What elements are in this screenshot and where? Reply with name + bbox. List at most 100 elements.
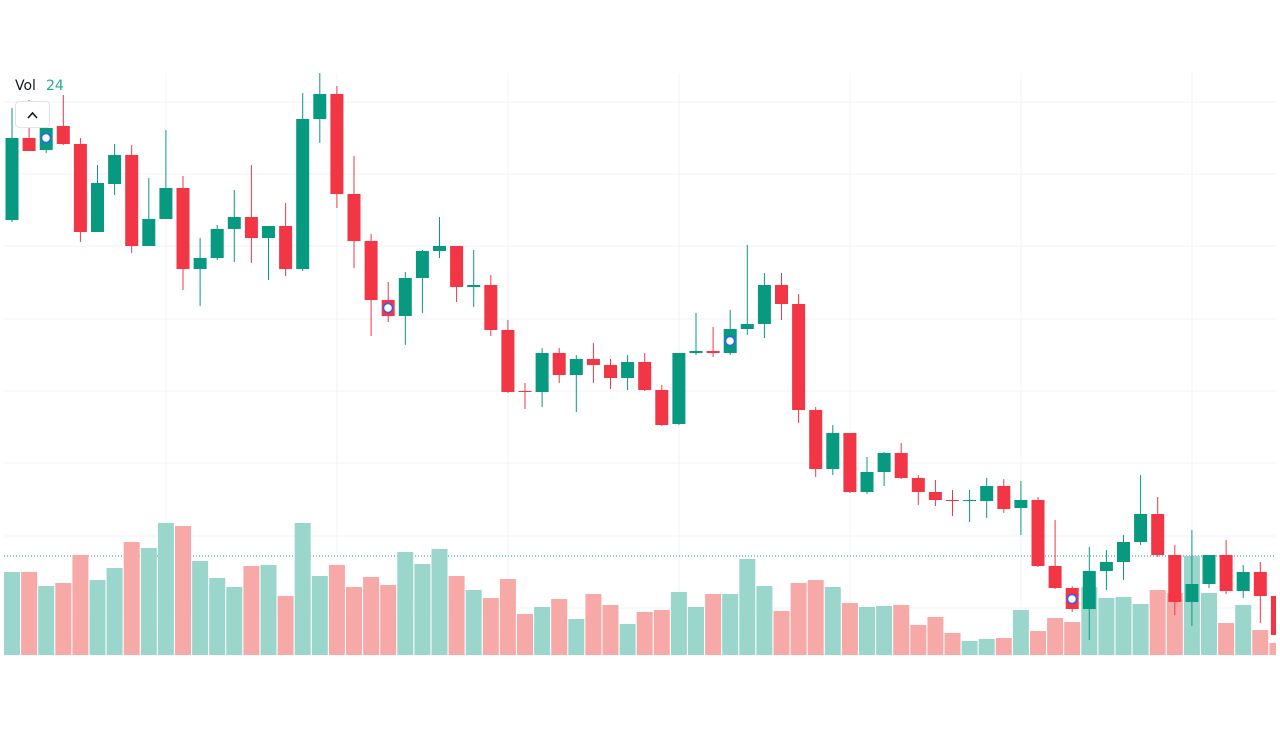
candle-body: [604, 365, 617, 378]
event-marker: [40, 132, 52, 144]
candle-body: [672, 353, 686, 424]
candle-body: [757, 285, 771, 324]
volume-bar: [1218, 623, 1235, 655]
volume-bar: [414, 564, 431, 655]
candle-body: [1219, 555, 1233, 591]
volume-bar: [448, 576, 465, 655]
candle-body: [638, 362, 652, 390]
candle-body: [792, 304, 806, 410]
volume-bar: [739, 559, 756, 655]
volume-bar: [807, 580, 824, 655]
candle-body: [1253, 572, 1267, 596]
candle-body: [1099, 562, 1113, 571]
candle-body: [210, 229, 224, 258]
volume-bar: [688, 607, 704, 655]
volume-bar: [1012, 610, 1029, 655]
volume-bar: [499, 579, 516, 655]
volume-bar: [397, 552, 414, 655]
candle-body: [1270, 596, 1276, 635]
candle-body: [809, 410, 823, 469]
event-markers: [40, 132, 1078, 605]
candle-body: [313, 94, 327, 119]
candle-body: [1151, 514, 1165, 555]
volume-bar: [534, 607, 551, 655]
candle-body: [1082, 571, 1096, 609]
event-marker: [724, 335, 736, 347]
event-marker: [1066, 593, 1078, 605]
candle-body: [279, 226, 293, 269]
volume-bar: [995, 638, 1012, 655]
candle-body: [911, 478, 925, 492]
volume-bar: [722, 594, 739, 655]
candle-body: [775, 285, 788, 304]
volume-bar: [585, 594, 602, 655]
volume-bar: [1166, 593, 1183, 655]
volume-bar: [619, 624, 636, 655]
volume-bar: [311, 576, 328, 655]
volume-bar: [602, 605, 619, 655]
volume-bar: [961, 641, 978, 655]
candle-body: [415, 251, 429, 278]
candle-body: [1048, 566, 1062, 588]
volume-bar: [175, 526, 191, 655]
volume-bar: [859, 607, 875, 655]
volume-bar: [209, 578, 226, 655]
candle-body: [946, 500, 959, 501]
button-frame[interactable]: [15, 101, 50, 128]
volume-bar: [1030, 631, 1046, 655]
candle-body: [1236, 572, 1250, 591]
volume-bar: [705, 594, 722, 655]
volume-bar: [773, 611, 790, 655]
volume-pane: [4, 523, 1276, 655]
candle-body: [159, 188, 173, 219]
volume-bar: [1047, 618, 1064, 655]
candle-body: [894, 453, 908, 478]
volume-bar: [517, 614, 533, 655]
volume-bar: [140, 548, 157, 655]
volume-bar: [192, 561, 209, 655]
volume-bar: [1149, 590, 1166, 655]
volume-bar: [4, 572, 20, 655]
candle-body: [928, 492, 942, 500]
volume-bar: [123, 542, 140, 655]
candle-body: [621, 362, 635, 378]
candle-body: [963, 500, 977, 501]
volume-bar: [21, 572, 38, 655]
volume-bar: [636, 612, 653, 655]
candle-body: [997, 486, 1011, 509]
volume-bar: [465, 590, 482, 655]
chevron-icon[interactable]: [27, 111, 38, 119]
volume-bar: [1115, 597, 1132, 655]
event-marker: [382, 302, 394, 314]
candle-body: [73, 144, 87, 232]
candle-body: [5, 138, 19, 220]
volume-bar: [927, 617, 944, 655]
candle-body: [980, 486, 994, 501]
candle-body: [860, 472, 874, 492]
candle-body: [1185, 584, 1199, 602]
grid: [4, 73, 1276, 655]
volume-bar: [482, 598, 499, 655]
candle-body: [108, 155, 122, 184]
candle-body: [296, 119, 310, 269]
volume-bar: [653, 610, 670, 655]
candle-body: [706, 351, 720, 353]
candle-body: [484, 285, 498, 330]
volume-bar: [841, 603, 858, 655]
candle-body: [655, 390, 669, 425]
volume-bar: [277, 596, 294, 655]
volume-bar: [1132, 604, 1149, 655]
candle-body: [1168, 555, 1182, 602]
collapse-button[interactable]: [15, 101, 50, 128]
volume-bar: [55, 583, 72, 655]
volume-bar: [876, 606, 893, 655]
candle-body: [262, 226, 275, 238]
volume-bar: [1252, 630, 1269, 655]
volume-bar: [1064, 622, 1081, 655]
volume-bar: [431, 549, 448, 655]
volume-bar: [38, 586, 55, 655]
price-pane: [5, 73, 1276, 640]
candle-body: [450, 246, 464, 287]
volume-bar: [1269, 643, 1276, 655]
